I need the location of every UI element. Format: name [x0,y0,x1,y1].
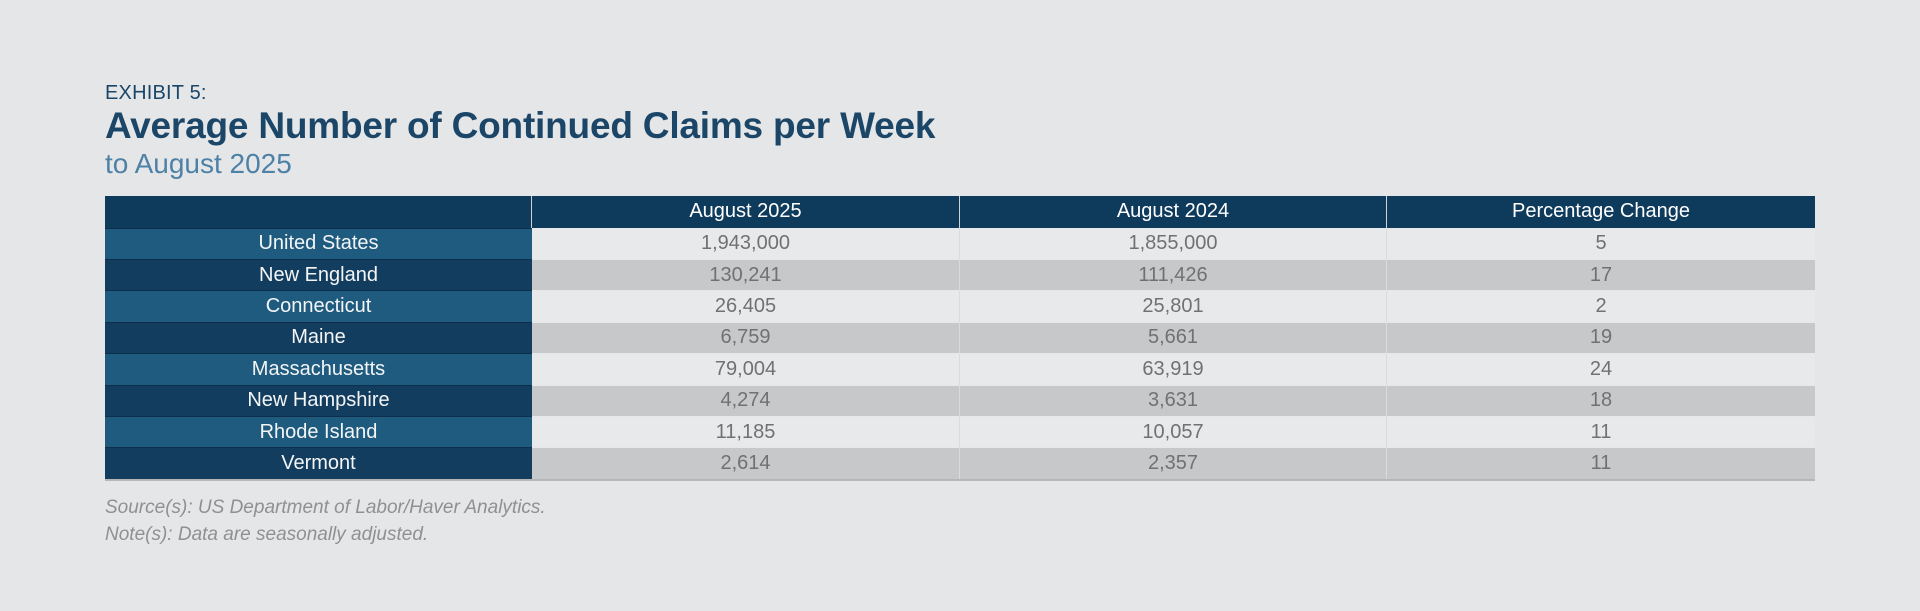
value-cell-pct-change: 11 [1387,415,1815,448]
value-cell-aug-2025: 1,943,000 [532,227,960,259]
exhibit-number-label: EXHIBIT 5: [105,82,207,104]
column-header-percentage-change: Percentage Change [1387,196,1815,228]
value-cell-aug-2025: 11,185 [532,415,960,448]
value-cell-aug-2024: 1,855,000 [960,227,1387,259]
table-row: Massachusetts 79,004 63,919 24 [105,353,1815,385]
table-row: United States 1,943,000 1,855,000 5 [105,227,1815,259]
data-note: Note(s): Data are seasonally adjusted. [105,523,429,545]
exhibit-page: EXHIBIT 5: Average Number of Continued C… [105,82,1815,548]
column-header-region [105,196,532,228]
value-cell-aug-2025: 6,759 [532,321,960,354]
column-header-august-2025: August 2025 [532,196,960,228]
table-row: Maine 6,759 5,661 19 [105,321,1815,354]
row-label-cell: New Hampshire [105,384,532,416]
row-label-cell: Maine [105,321,532,354]
source-note: Source(s): US Department of Labor/Haver … [105,496,546,518]
value-cell-pct-change: 18 [1387,384,1815,416]
value-cell-aug-2025: 26,405 [532,290,960,322]
table-row: Rhode Island 11,185 10,057 11 [105,415,1815,448]
table-row: Vermont 2,614 2,357 11 [105,447,1815,479]
table-row: New Hampshire 4,274 3,631 18 [105,384,1815,416]
row-label-cell: Rhode Island [105,415,532,448]
table-body: United States 1,943,000 1,855,000 5 New … [105,227,1815,479]
page-subtitle: to August 2025 [105,148,292,179]
page-title: Average Number of Continued Claims per W… [105,105,936,146]
column-header-august-2024: August 2024 [960,196,1387,228]
value-cell-pct-change: 11 [1387,447,1815,479]
row-label-cell: Connecticut [105,290,532,322]
value-cell-aug-2024: 25,801 [960,290,1387,322]
table-row: Connecticut 26,405 25,801 2 [105,290,1815,322]
table-row: New England 130,241 111,426 17 [105,258,1815,291]
value-cell-aug-2025: 130,241 [532,258,960,291]
row-label-cell: New England [105,258,532,291]
value-cell-aug-2024: 3,631 [960,384,1387,416]
value-cell-pct-change: 5 [1387,227,1815,259]
table-header-row: August 2025 August 2024 Percentage Chang… [105,196,1815,228]
value-cell-pct-change: 19 [1387,321,1815,354]
value-cell-aug-2024: 5,661 [960,321,1387,354]
value-cell-aug-2024: 2,357 [960,447,1387,479]
row-label-cell: United States [105,227,532,259]
row-label-cell: Massachusetts [105,353,532,385]
value-cell-pct-change: 2 [1387,290,1815,322]
value-cell-aug-2024: 111,426 [960,258,1387,291]
value-cell-aug-2025: 4,274 [532,384,960,416]
value-cell-pct-change: 24 [1387,353,1815,385]
value-cell-pct-change: 17 [1387,258,1815,291]
value-cell-aug-2024: 10,057 [960,415,1387,448]
value-cell-aug-2025: 79,004 [532,353,960,385]
value-cell-aug-2025: 2,614 [532,447,960,479]
row-label-cell: Vermont [105,447,532,479]
continued-claims-table: August 2025 August 2024 Percentage Chang… [105,196,1815,481]
value-cell-aug-2024: 63,919 [960,353,1387,385]
footnotes: Source(s): US Department of Labor/Haver … [105,494,1815,548]
